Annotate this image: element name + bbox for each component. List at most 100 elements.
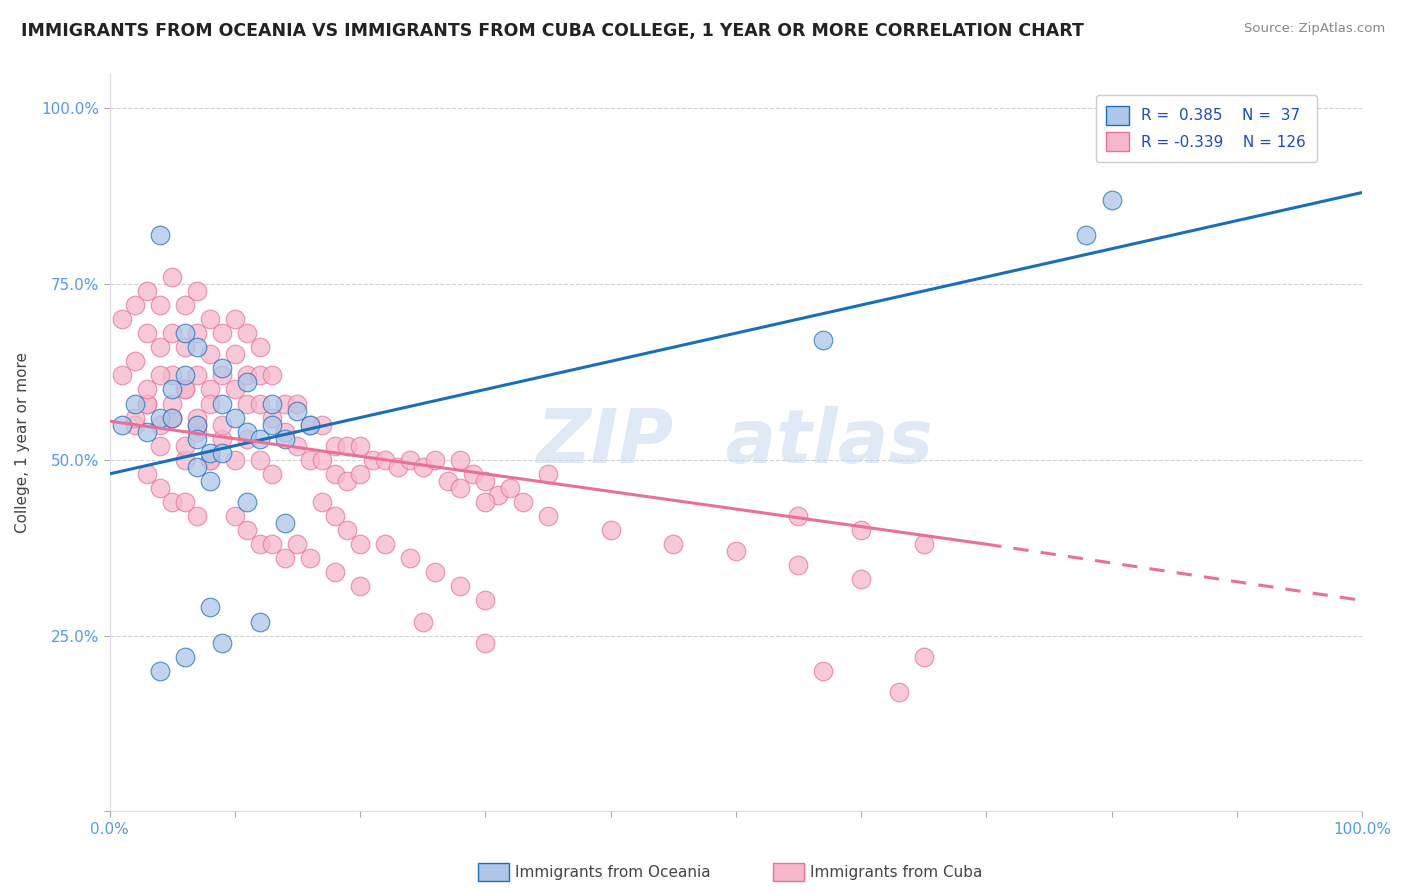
Point — [173, 368, 195, 383]
Point — [374, 537, 396, 551]
Point — [198, 312, 221, 326]
Point — [149, 410, 172, 425]
Point — [198, 474, 221, 488]
Point — [537, 509, 560, 524]
Point — [173, 340, 195, 354]
Point — [249, 537, 271, 551]
Point — [160, 396, 183, 410]
Point — [186, 368, 208, 383]
Point — [449, 481, 471, 495]
Point — [236, 376, 259, 390]
Point — [849, 523, 872, 537]
Text: Immigrants from Oceania: Immigrants from Oceania — [515, 865, 710, 880]
Point — [198, 347, 221, 361]
Point — [236, 368, 259, 383]
Point — [436, 474, 458, 488]
Point — [336, 523, 359, 537]
Point — [160, 269, 183, 284]
Point — [425, 452, 447, 467]
Legend: R =  0.385    N =  37, R = -0.339    N = 126: R = 0.385 N = 37, R = -0.339 N = 126 — [1095, 95, 1317, 161]
Point — [274, 551, 297, 566]
Point — [186, 425, 208, 439]
Point — [173, 649, 195, 664]
Point — [136, 396, 159, 410]
Point — [249, 432, 271, 446]
Point — [274, 432, 297, 446]
Point — [186, 340, 208, 354]
Point — [474, 474, 496, 488]
Point — [311, 417, 333, 432]
Point — [124, 354, 146, 368]
Point — [349, 537, 371, 551]
Point — [160, 326, 183, 341]
Point — [349, 439, 371, 453]
Point — [849, 573, 872, 587]
Point — [211, 635, 233, 649]
Point — [149, 439, 172, 453]
Point — [236, 432, 259, 446]
Text: IMMIGRANTS FROM OCEANIA VS IMMIGRANTS FROM CUBA COLLEGE, 1 YEAR OR MORE CORRELAT: IMMIGRANTS FROM OCEANIA VS IMMIGRANTS FR… — [21, 22, 1084, 40]
Point — [224, 452, 246, 467]
Point — [323, 467, 346, 481]
Point — [474, 635, 496, 649]
Point — [111, 417, 134, 432]
Point — [249, 368, 271, 383]
Point — [336, 474, 359, 488]
Point — [262, 467, 284, 481]
Point — [887, 685, 910, 699]
Point — [662, 537, 685, 551]
Point — [912, 649, 935, 664]
Point — [149, 664, 172, 678]
Point — [224, 410, 246, 425]
Point — [287, 403, 309, 417]
Point — [813, 664, 835, 678]
Point — [374, 452, 396, 467]
Point — [136, 396, 159, 410]
Point — [198, 452, 221, 467]
Point — [149, 227, 172, 242]
Text: ZIP  atlas: ZIP atlas — [537, 406, 934, 479]
Point — [173, 495, 195, 509]
Point — [211, 446, 233, 460]
Point — [724, 544, 747, 558]
Text: Source: ZipAtlas.com: Source: ZipAtlas.com — [1244, 22, 1385, 36]
Point — [186, 284, 208, 298]
Point — [474, 593, 496, 607]
Point — [449, 579, 471, 593]
Point — [160, 410, 183, 425]
Point — [173, 326, 195, 341]
Point — [211, 396, 233, 410]
Point — [149, 298, 172, 312]
Point — [136, 326, 159, 341]
Point — [236, 425, 259, 439]
Point — [124, 298, 146, 312]
Point — [198, 452, 221, 467]
Point — [111, 312, 134, 326]
Point — [399, 551, 422, 566]
Point — [249, 615, 271, 629]
Point — [236, 396, 259, 410]
Point — [236, 523, 259, 537]
Point — [249, 396, 271, 410]
Point — [124, 417, 146, 432]
Point — [537, 467, 560, 481]
Point — [160, 383, 183, 397]
Point — [287, 396, 309, 410]
Point — [474, 495, 496, 509]
Point — [173, 383, 195, 397]
Point — [787, 509, 810, 524]
Point — [160, 410, 183, 425]
Point — [186, 417, 208, 432]
Point — [186, 509, 208, 524]
Point — [224, 383, 246, 397]
Point — [499, 481, 522, 495]
Point — [136, 425, 159, 439]
Point — [262, 368, 284, 383]
Point — [1101, 193, 1123, 207]
Point — [287, 537, 309, 551]
Point — [124, 410, 146, 425]
Point — [813, 333, 835, 347]
Point — [787, 558, 810, 573]
Point — [274, 425, 297, 439]
Point — [149, 340, 172, 354]
